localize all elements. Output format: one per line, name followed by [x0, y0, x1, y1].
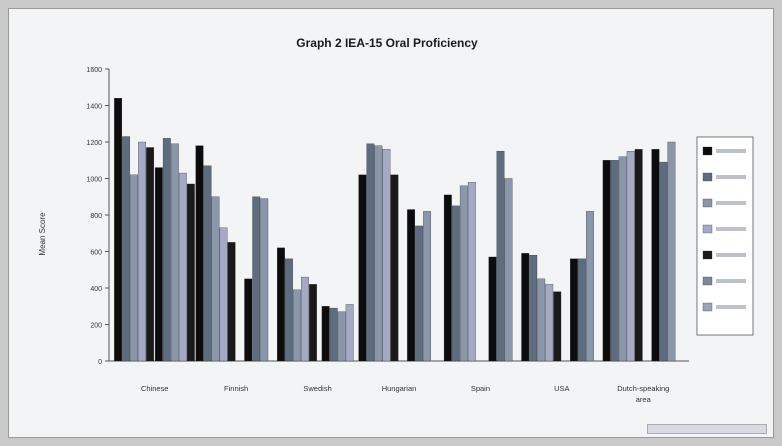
bar	[211, 196, 220, 362]
x-tick-label: area	[636, 395, 652, 404]
bar	[488, 256, 497, 362]
y-tick-label: 400	[90, 286, 102, 293]
bar	[321, 306, 330, 362]
y-tick-label: 1400	[86, 104, 102, 111]
bar	[545, 284, 554, 362]
bar	[285, 258, 293, 362]
y-tick-label: 1000	[86, 177, 102, 184]
bar	[570, 258, 578, 362]
bar	[423, 211, 432, 362]
bar	[667, 141, 676, 362]
bar	[529, 254, 538, 362]
bar	[626, 150, 635, 362]
x-tick-label: Chinese	[141, 384, 169, 393]
bar	[659, 161, 668, 362]
bar	[154, 167, 163, 362]
bar	[358, 174, 367, 362]
legend-entry	[716, 227, 746, 231]
bar	[227, 242, 236, 362]
bar	[186, 183, 195, 362]
x-tick-label: Spain	[471, 384, 490, 393]
bar	[203, 165, 212, 362]
bar	[195, 145, 204, 362]
x-tick-label: Finnish	[224, 384, 248, 393]
bar	[634, 149, 643, 362]
x-tick-label: USA	[554, 384, 569, 393]
y-tick-labels: 0 200 400 600 800 1000 1200 1400 1600	[86, 67, 102, 366]
legend-entry	[716, 149, 746, 153]
legend-box	[696, 136, 754, 336]
x-tick-labels: Chinese Finnish Swedish Hungarian Spain USA Du…	[141, 384, 669, 404]
legend-swatch	[702, 276, 713, 286]
horizontal-scrollbar[interactable]	[647, 424, 767, 434]
bar	[390, 174, 399, 362]
bar	[301, 276, 309, 362]
legend-swatch	[702, 146, 713, 156]
bar	[407, 209, 416, 362]
bar	[537, 278, 546, 362]
bar	[618, 156, 627, 362]
chart-frame: Graph 2 IEA-15 Oral Proficiency Mean Sco…	[8, 8, 774, 438]
bar	[521, 253, 530, 362]
bar	[602, 160, 611, 362]
y-axis-label: Mean Score	[38, 212, 47, 256]
bar	[138, 141, 147, 362]
legend-swatch	[702, 302, 713, 312]
legend-entry	[716, 253, 746, 257]
bar	[293, 289, 301, 362]
bar	[162, 138, 171, 362]
bar	[382, 149, 391, 362]
bar	[114, 98, 123, 362]
legend-swatch	[702, 198, 713, 208]
bar	[345, 304, 354, 362]
bar	[309, 284, 317, 362]
bar	[459, 185, 468, 362]
bar	[553, 291, 562, 362]
bar	[451, 205, 460, 362]
bar	[586, 211, 594, 362]
legend-entry	[716, 279, 746, 283]
legend-entry	[716, 201, 746, 205]
legend-entry	[716, 175, 746, 179]
bar	[130, 174, 139, 362]
legend	[696, 136, 754, 336]
bar	[329, 307, 338, 362]
x-tick-label: Swedish	[303, 384, 331, 393]
bar	[219, 227, 228, 362]
bar	[467, 181, 476, 362]
bar	[496, 150, 505, 362]
bar	[443, 194, 452, 362]
bar	[252, 196, 261, 362]
y-tick-label: 0	[98, 359, 102, 366]
chart-title: Graph 2 IEA-15 Oral Proficiency	[296, 36, 478, 50]
y-tick-label: 800	[90, 213, 102, 220]
legend-entry	[716, 305, 746, 309]
bar	[651, 149, 660, 362]
bar	[504, 178, 513, 362]
y-tick-label: 200	[90, 323, 102, 330]
bar	[178, 172, 187, 362]
bars	[114, 98, 676, 362]
chart: Graph 2 IEA-15 Oral Proficiency Mean Sco…	[38, 36, 754, 404]
bar	[146, 147, 155, 362]
bar	[277, 247, 285, 362]
legend-swatch	[702, 172, 713, 182]
bar	[244, 278, 253, 362]
bar	[374, 145, 383, 362]
legend-swatch	[702, 224, 713, 234]
bar	[610, 160, 619, 362]
bar	[122, 136, 131, 362]
bar	[260, 198, 269, 362]
legend-swatch	[702, 250, 713, 260]
bar	[578, 258, 586, 362]
bar	[366, 143, 375, 362]
x-tick-label: Dutch-speaking	[617, 384, 669, 393]
bar	[337, 311, 346, 362]
x-tick-label: Hungarian	[382, 384, 417, 393]
y-tick-label: 600	[90, 250, 102, 257]
y-tick-label: 1600	[86, 67, 102, 74]
bar	[415, 225, 424, 362]
bar	[170, 143, 179, 362]
y-tick-label: 1200	[86, 140, 102, 147]
